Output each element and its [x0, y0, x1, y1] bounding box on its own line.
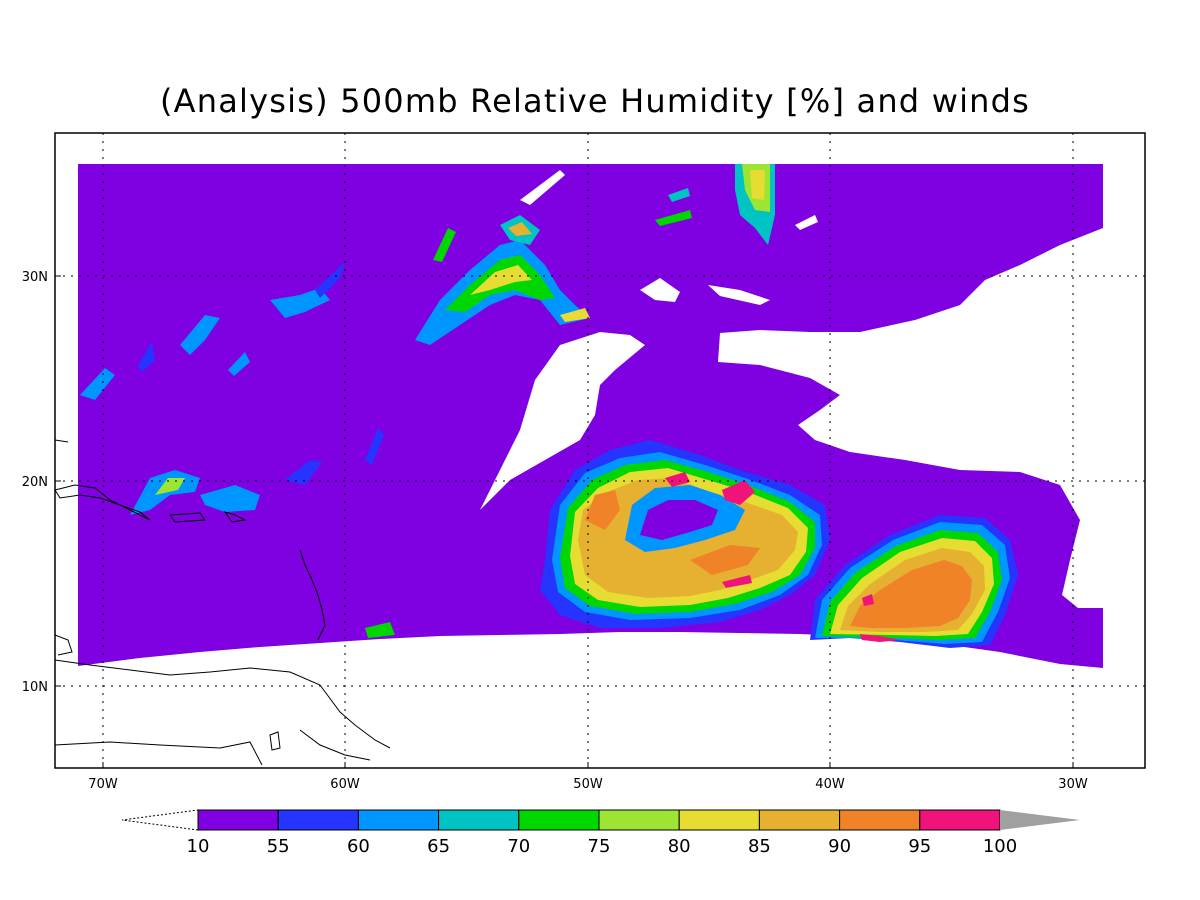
lon-label-70w: 70W — [88, 777, 118, 792]
coast-trinidad — [269, 731, 281, 751]
coastlines — [54, 439, 391, 766]
coast-virgin-islands — [223, 511, 247, 523]
rh-system-west-6 — [585, 490, 620, 530]
map-title: (Analysis) 500mb Relative Humidity [%] a… — [159, 82, 1031, 120]
colorbar-label-60: 60 — [347, 836, 370, 857]
lat-label-30n: 30N — [22, 270, 48, 285]
colorbar-label-85: 85 — [748, 836, 771, 857]
rh-core-a — [722, 480, 755, 505]
rh-streak-k — [80, 368, 115, 400]
rh-streak-q — [285, 460, 322, 485]
rh-streak-j — [180, 315, 220, 355]
rh-system-east-core-2 — [862, 594, 874, 606]
lon-label-40w: 40W — [815, 777, 845, 792]
colorbar-box-1 — [277, 809, 359, 831]
lat-label-10n: 10N — [22, 680, 48, 695]
colorbar-label-100: 100 — [983, 836, 1017, 857]
colorbar-box-5 — [598, 809, 680, 831]
rh-core-c — [722, 575, 752, 588]
missing-region-1 — [480, 332, 645, 510]
lon-label-30w: 30W — [1058, 777, 1088, 792]
rh-system-east-6 — [850, 560, 972, 628]
colorbar-box-8 — [839, 809, 921, 831]
lon-label-60w: 60W — [330, 777, 360, 792]
rh-streak-p — [200, 485, 260, 512]
rh-system-dry-pocket-2 — [640, 500, 718, 540]
coast-orinoco — [299, 729, 371, 761]
lon-labels: 70W 60W 50W 40W 30W — [88, 777, 1088, 792]
rh-system-east-core — [860, 634, 900, 642]
rh-streak-r — [365, 622, 395, 638]
colorbar-label-95: 95 — [908, 836, 931, 857]
colorbar-box-6 — [678, 809, 760, 831]
lat-label-20n: 20N — [22, 475, 48, 490]
colorbar-box-4 — [518, 809, 600, 831]
colorbar-box-2 — [357, 809, 440, 831]
colorbar-boxes — [197, 809, 1001, 831]
colorbar-label-65: 65 — [427, 836, 450, 857]
missing-region-3 — [708, 285, 770, 305]
coast-bahamas-hint — [54, 634, 73, 656]
colorbar: 10 55 60 65 70 75 80 85 90 95 100 — [121, 809, 1080, 857]
colorbar-box-7 — [758, 809, 841, 831]
colorbar-labels: 10 55 60 65 70 75 80 85 90 95 100 — [187, 836, 1018, 857]
coast-hispaniola — [54, 484, 151, 521]
colorbar-under-arrow — [121, 809, 199, 831]
rh-streak-h — [270, 288, 330, 318]
colorbar-box-3 — [438, 809, 520, 831]
colorbar-label-75: 75 — [588, 836, 611, 857]
rh-streak-l — [138, 342, 155, 372]
rh-streak-g — [560, 308, 590, 322]
rh-streak-d-3 — [750, 170, 765, 200]
rh-streak-o-2 — [155, 478, 185, 495]
rh-core-b — [665, 472, 690, 487]
missing-region-5 — [795, 215, 818, 230]
colorbar-box-9 — [919, 809, 1001, 831]
rh-streak-n — [365, 428, 384, 465]
plot-frame — [54, 132, 1146, 769]
rh-streak-i — [315, 262, 345, 298]
colorbar-label-55: 55 — [267, 836, 290, 857]
coast-lesser-antilles — [299, 549, 326, 641]
colorbar-label-70: 70 — [507, 836, 530, 857]
lat-labels: 30N 20N 10N — [22, 270, 48, 695]
graticule — [55, 133, 1145, 768]
rh-streak-c — [433, 228, 456, 262]
tick-marks — [55, 275, 1074, 768]
missing-region-4 — [520, 170, 565, 205]
coast-puerto-rico — [169, 512, 206, 523]
rh-system-west-7 — [690, 545, 760, 575]
colorbar-box-0 — [197, 809, 279, 831]
rh-streak-e — [655, 210, 692, 226]
rh-streak-b-2 — [508, 222, 532, 236]
coast-guyana — [54, 741, 263, 766]
colorbar-label-10: 10 — [187, 836, 210, 857]
colorbar-over-arrow — [1000, 810, 1080, 830]
humidity-field — [78, 164, 1103, 668]
missing-region-2 — [640, 278, 680, 302]
coast-venezuela — [54, 659, 391, 749]
rh-streak-m — [228, 352, 250, 376]
lon-label-50w: 50W — [573, 777, 603, 792]
colorbar-label-90: 90 — [828, 836, 851, 857]
rh-streak-a-3 — [470, 265, 532, 295]
coast-yucatan-hint — [54, 439, 69, 443]
rh-streak-f — [668, 188, 690, 202]
colorbar-label-80: 80 — [668, 836, 691, 857]
